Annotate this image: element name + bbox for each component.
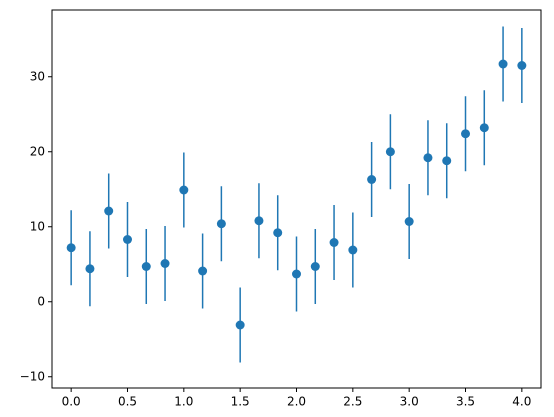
x-tick-label: 3.0 — [400, 395, 419, 409]
data-point — [104, 206, 114, 216]
y-tick-label: 0 — [37, 294, 45, 308]
x-tick-label: 1.0 — [174, 395, 193, 409]
x-tick-label: 2.5 — [343, 395, 362, 409]
data-point — [66, 243, 76, 253]
data-point — [235, 320, 245, 330]
data-point — [423, 153, 433, 163]
data-point — [348, 245, 358, 255]
data-point — [122, 235, 132, 244]
data-point — [216, 219, 226, 229]
data-point — [461, 129, 471, 139]
data-point — [517, 61, 527, 70]
x-tick-label: 0.5 — [118, 395, 137, 409]
data-point — [498, 59, 508, 69]
data-point — [367, 175, 377, 184]
y-tick-label: 20 — [30, 144, 45, 158]
data-point — [292, 269, 301, 279]
data-point — [85, 264, 95, 274]
x-tick-label: 4.0 — [512, 395, 531, 409]
data-point — [160, 259, 170, 268]
data-point — [310, 262, 320, 271]
x-tick-label: 2.0 — [287, 395, 306, 409]
data-point — [179, 185, 189, 195]
data-point — [442, 156, 452, 166]
data-point — [141, 262, 151, 271]
y-tick-label: −10 — [20, 369, 45, 383]
y-tick-label: 10 — [30, 219, 45, 233]
data-point — [404, 217, 414, 226]
plot-frame — [51, 9, 542, 389]
x-tick-label: 1.5 — [231, 395, 250, 409]
data-point — [329, 238, 339, 247]
x-tick-label: 0.0 — [62, 395, 81, 409]
data-point — [385, 147, 395, 157]
data-point — [273, 228, 283, 238]
data-point — [198, 266, 208, 276]
x-tick-label: 3.5 — [456, 395, 475, 409]
data-point — [254, 216, 264, 226]
data-point — [479, 123, 489, 133]
y-tick-label: 30 — [30, 69, 45, 83]
